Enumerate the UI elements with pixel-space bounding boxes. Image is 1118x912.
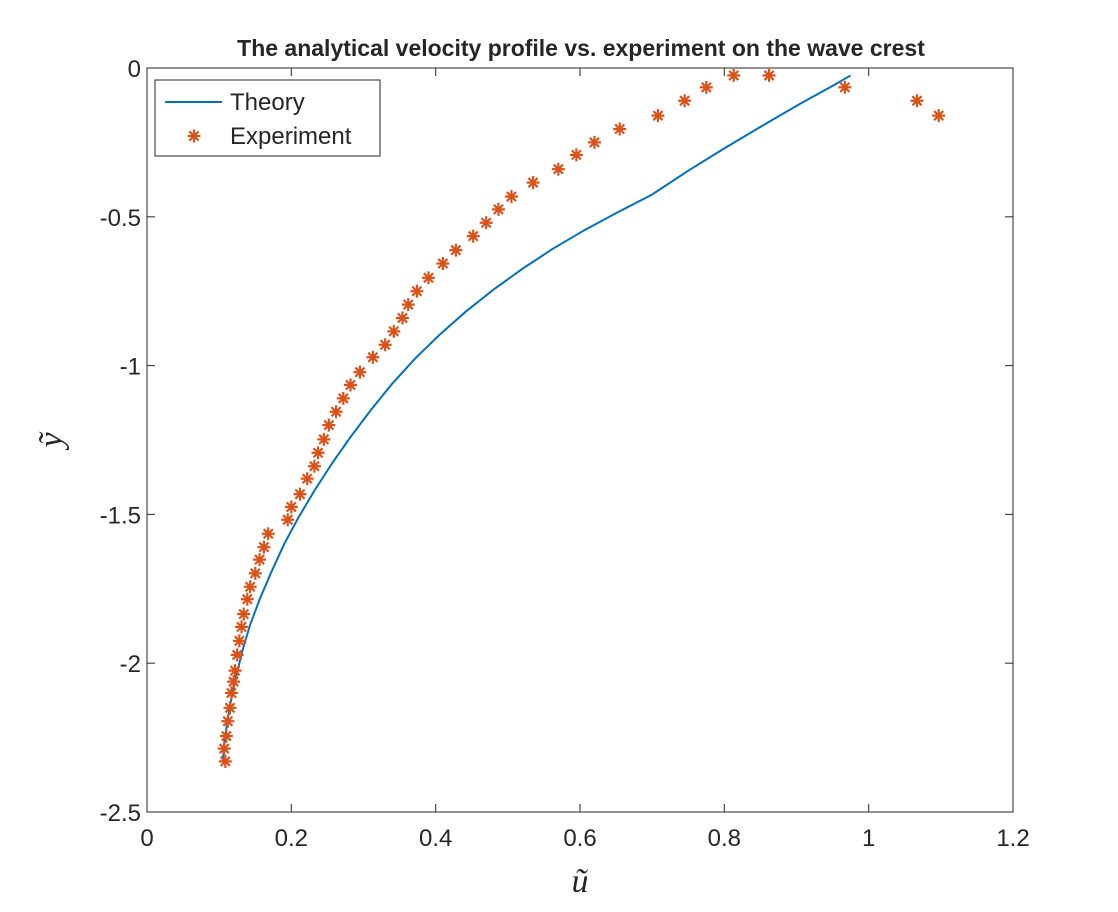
data-point-experiment xyxy=(491,202,505,216)
data-point-experiment xyxy=(678,94,692,108)
data-point-experiment xyxy=(221,714,235,728)
y-tick-label: -1.5 xyxy=(100,502,141,529)
data-point-experiment xyxy=(329,405,343,419)
data-point-experiment xyxy=(395,311,409,325)
data-point-experiment xyxy=(248,566,262,580)
y-tick-label: -0.5 xyxy=(100,205,141,232)
data-point-experiment xyxy=(479,216,493,230)
legend: Theory Experiment xyxy=(154,79,381,157)
data-point-experiment xyxy=(421,271,435,285)
x-tick-label: 0.4 xyxy=(419,825,452,852)
data-point-experiment xyxy=(651,109,665,123)
y-tick-label: -1 xyxy=(120,354,141,381)
data-point-experiment xyxy=(232,634,246,648)
data-point-experiment xyxy=(224,686,238,700)
data-point-experiment xyxy=(223,701,237,715)
x-tick-label: 1.2 xyxy=(996,825,1029,852)
chart-title: The analytical velocity profile vs. expe… xyxy=(237,35,925,61)
data-point-experiment xyxy=(293,487,307,501)
data-point-experiment xyxy=(587,135,601,149)
data-point-experiment xyxy=(243,580,257,594)
data-point-experiment xyxy=(336,391,350,405)
data-point-experiment xyxy=(504,190,518,204)
data-point-experiment xyxy=(235,620,249,634)
series-layer xyxy=(217,68,946,768)
data-point-experiment xyxy=(401,298,415,312)
data-point-experiment xyxy=(300,472,314,486)
data-point-experiment xyxy=(436,257,450,271)
y-tick-label: 0 xyxy=(128,56,141,83)
data-point-experiment xyxy=(261,527,275,541)
x-tick-label: 1 xyxy=(862,825,875,852)
data-point-experiment xyxy=(526,176,540,190)
x-axis-label: ũ xyxy=(572,863,589,900)
data-point-experiment xyxy=(551,162,565,176)
data-point-experiment xyxy=(699,80,713,94)
data-point-experiment xyxy=(257,540,271,554)
data-point-experiment xyxy=(237,607,251,621)
legend-asterisk-icon xyxy=(187,129,201,143)
data-point-experiment xyxy=(353,365,367,379)
data-point-experiment xyxy=(466,229,480,243)
legend-marker-experiment xyxy=(187,129,201,143)
y-tick-label: -2 xyxy=(120,651,141,678)
data-point-experiment xyxy=(344,378,358,392)
data-point-experiment xyxy=(230,648,244,662)
data-point-experiment xyxy=(838,80,852,94)
data-point-experiment xyxy=(727,68,741,82)
data-point-experiment xyxy=(322,418,336,432)
data-point-experiment xyxy=(317,432,331,446)
data-point-experiment xyxy=(378,338,392,352)
legend-label-experiment: Experiment xyxy=(230,123,352,150)
data-point-experiment xyxy=(281,513,295,527)
data-point-experiment xyxy=(253,553,267,567)
data-point-experiment xyxy=(449,243,463,257)
data-point-experiment xyxy=(219,729,233,743)
data-point-experiment xyxy=(218,754,232,768)
data-point-experiment xyxy=(366,350,380,364)
data-point-experiment xyxy=(762,68,776,82)
x-tick-label: 0.8 xyxy=(708,825,741,852)
data-point-experiment xyxy=(932,109,946,123)
y-tick-label: -2.5 xyxy=(100,800,141,827)
data-point-experiment xyxy=(910,94,924,108)
plot-area xyxy=(147,68,1013,812)
data-point-experiment xyxy=(387,324,401,338)
x-tick-label: 0.6 xyxy=(563,825,596,852)
x-tick-label: 0 xyxy=(140,825,153,852)
data-point-experiment xyxy=(307,459,321,473)
x-tick-label: 0.2 xyxy=(275,825,308,852)
legend-label-theory: Theory xyxy=(230,89,305,116)
data-point-experiment xyxy=(217,742,231,756)
data-point-experiment xyxy=(311,446,325,460)
data-point-experiment xyxy=(240,592,254,606)
axis-layer: 0 0.2 0.4 0.6 0.8 1 1.2 0 -0.5 -1 -1.5 -2 -2.5 xyxy=(100,56,1030,852)
data-point-experiment xyxy=(613,122,627,136)
data-point-experiment xyxy=(569,148,583,162)
data-point-experiment xyxy=(284,500,298,514)
y-axis-label: ỹ xyxy=(33,432,70,451)
data-point-experiment xyxy=(410,284,424,298)
legend-box xyxy=(154,79,381,157)
data-point-experiment xyxy=(228,664,242,678)
data-point-experiment xyxy=(227,675,241,689)
